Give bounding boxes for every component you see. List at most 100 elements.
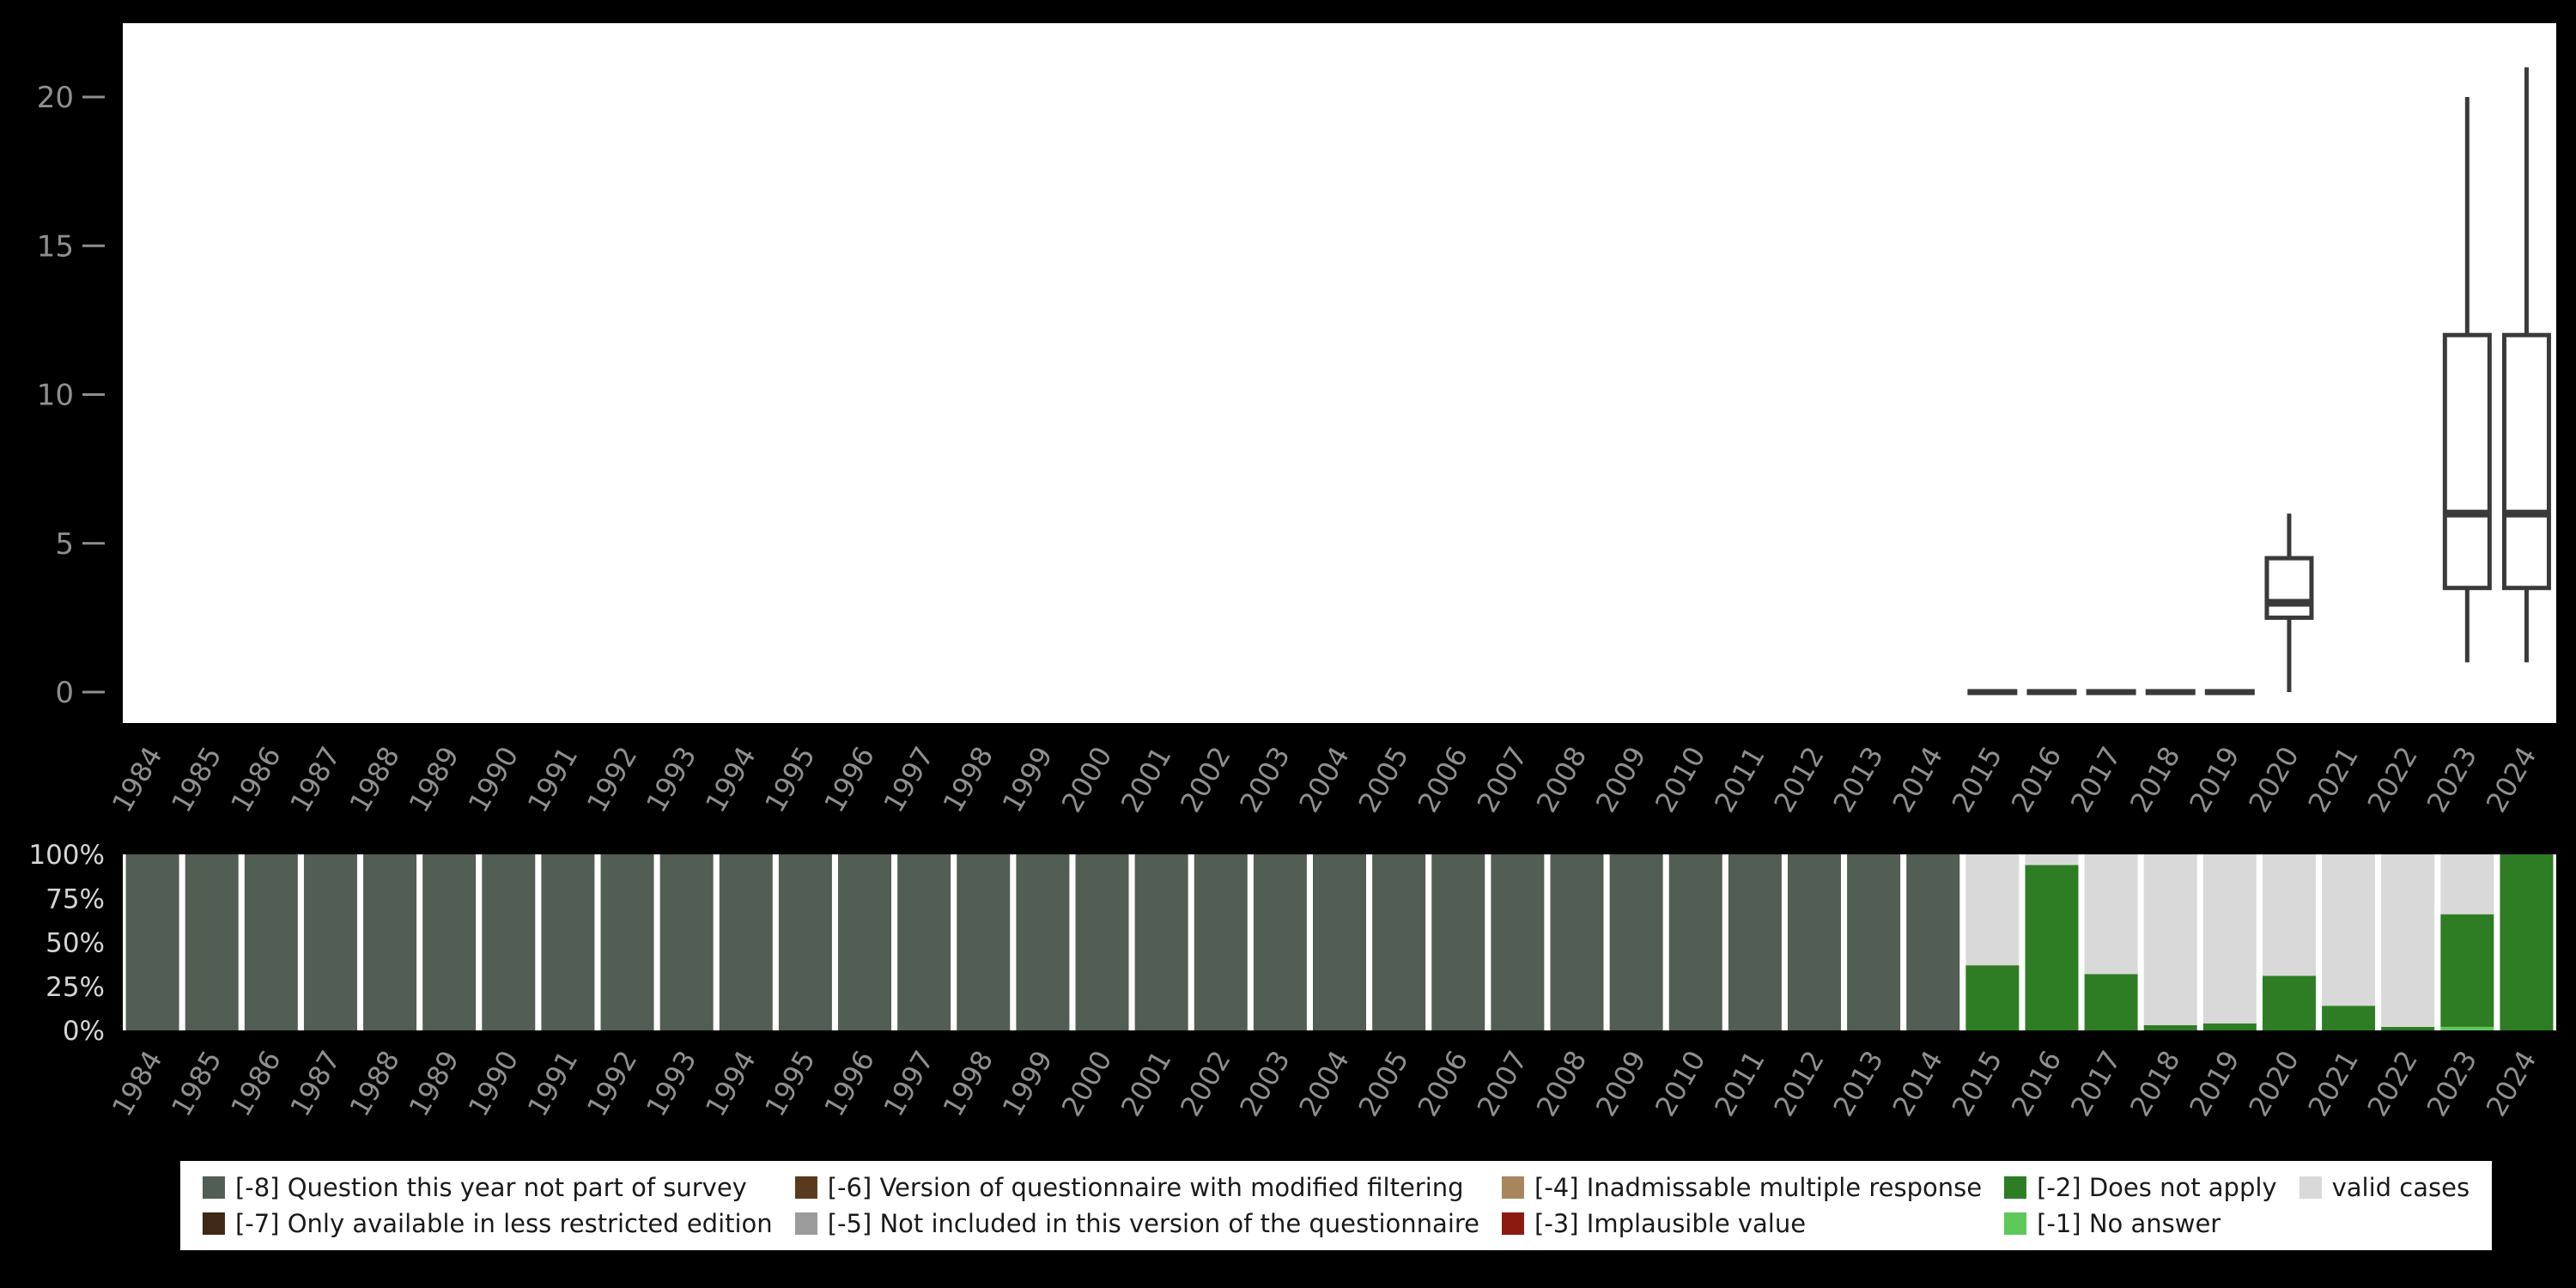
x-axis-year-label: 1997 [877, 1045, 940, 1122]
x-axis-year-label: 2015 [1946, 741, 2009, 818]
legend-item-label: [-8] Question this year not part of surv… [234, 1173, 747, 1202]
legend-color-swatch [1502, 1212, 1525, 1235]
bar-segment-2024--2 [2500, 854, 2554, 1030]
x-axis-year-label: 2014 [1886, 741, 1950, 818]
bar-segment-1990--8 [482, 854, 536, 1030]
x-axis-year-label: 2020 [2242, 741, 2306, 818]
legend-color-swatch [202, 1176, 225, 1199]
x-axis-year-label: 1988 [343, 1045, 406, 1122]
y-axis-tick-label: 5 [55, 527, 74, 562]
x-axis-year-label: 1985 [165, 1045, 228, 1122]
x-axis-year-label: 1992 [580, 741, 644, 818]
bar-segment-2022--2 [2381, 1026, 2435, 1030]
bar-segment-2007--8 [1491, 854, 1545, 1030]
x-axis-year-label: 1996 [817, 741, 881, 818]
legend-item: [-1] No answer [2004, 1209, 2277, 1238]
bar-segment-2023--2 [2440, 914, 2494, 1027]
bar-segment-2019-valid [2202, 854, 2257, 1024]
x-axis-year-label: 1994 [699, 741, 762, 818]
legend-item: valid cases [2299, 1173, 2470, 1202]
x-axis-year-label: 2020 [2242, 1045, 2306, 1122]
x-axis-year-label: 2023 [2421, 1045, 2484, 1122]
bar-segment-2014--8 [1906, 854, 1960, 1030]
legend-item-label: valid cases [2331, 1173, 2470, 1202]
bar-segment-1984--8 [125, 854, 179, 1030]
boxplot-box-2023 [2442, 332, 2492, 591]
bar-segment-2003--8 [1253, 854, 1307, 1030]
percent-tick-label: 25% [46, 972, 105, 1003]
x-axis-year-label: 2011 [1708, 1045, 1771, 1122]
x-axis-year-label: 1985 [165, 741, 228, 818]
bar-segment-2011--8 [1728, 854, 1782, 1030]
x-axis-year-label: 2019 [2183, 741, 2246, 818]
bar-segment-2001--8 [1134, 854, 1188, 1030]
bar-segment-1991--8 [541, 854, 595, 1030]
x-axis-year-label: 2002 [1174, 741, 1237, 818]
x-axis-year-label: 1998 [937, 1045, 1000, 1122]
x-axis-year-label: 2004 [1292, 1045, 1356, 1122]
x-axis-year-label: 1991 [521, 741, 585, 818]
bar-segment-1987--8 [303, 854, 357, 1030]
bar-segment-2018--2 [2143, 1024, 2197, 1030]
bar-segment-2015--2 [1965, 965, 2020, 1030]
x-axis-year-label: 2010 [1649, 741, 1712, 818]
legend-item-label: [-3] Implausible value [1534, 1209, 1807, 1238]
bar-segment-2022-valid [2381, 854, 2435, 1027]
x-axis-year-label: 2007 [1471, 1045, 1534, 1122]
bar-segment-1985--8 [185, 854, 239, 1030]
x-axis-year-label: 2016 [2005, 741, 2069, 818]
x-axis-year-label: 1993 [640, 1045, 703, 1122]
x-axis-year-label: 2021 [2301, 1045, 2365, 1122]
x-axis-year-label: 2018 [2123, 741, 2187, 818]
x-axis-year-label: 2014 [1886, 1045, 1950, 1122]
legend-item-label: [-1] No answer [2037, 1209, 2221, 1238]
bar-segment-1997--8 [897, 854, 951, 1030]
x-axis-year-label: 1990 [462, 741, 526, 818]
legend-item: [-6] Version of questionnaire with modif… [794, 1173, 1479, 1202]
bar-segment-1994--8 [719, 854, 773, 1030]
bar-segment-1999--8 [1016, 854, 1070, 1030]
legend-color-swatch [2004, 1212, 2027, 1235]
x-axis-year-label: 1995 [758, 1045, 822, 1122]
legend-color-swatch [2299, 1176, 2322, 1199]
x-axis-year-label: 1986 [224, 1045, 288, 1122]
x-axis-year-label: 2001 [1115, 741, 1178, 818]
bar-segment-2012--8 [1787, 854, 1841, 1030]
y-axis-tick-label: 0 [55, 676, 74, 710]
x-axis-year-label: 2003 [1233, 1045, 1297, 1122]
bar-segment-2016--2 [2025, 865, 2079, 1030]
x-axis-year-label: 1989 [402, 741, 465, 818]
boxplot-plot-area [123, 23, 2556, 723]
bar-segment-1986--8 [244, 854, 298, 1030]
legend-color-swatch [2004, 1176, 2027, 1199]
percent-tick-label: 75% [46, 884, 105, 914]
bar-segment-2013--8 [1847, 854, 1901, 1030]
bar-segment-2020-valid [2262, 854, 2316, 976]
bar-segment-2023--1 [2440, 1026, 2494, 1030]
x-axis-year-label: 1998 [937, 741, 1000, 818]
legend-item-label: [-5] Not included in this version of the… [827, 1209, 1480, 1238]
bar-segment-2002--8 [1194, 854, 1248, 1030]
bar-segment-2021-valid [2322, 854, 2376, 1006]
percent-tick-label: 50% [46, 928, 105, 959]
x-axis-year-label: 2005 [1352, 741, 1415, 818]
legend-item: [-3] Implausible value [1502, 1209, 1982, 1238]
bar-segment-2006--8 [1431, 854, 1485, 1030]
bar-segment-2004--8 [1313, 854, 1366, 1030]
x-axis-year-label: 1995 [758, 741, 822, 818]
x-axis-year-label: 1990 [462, 1045, 526, 1122]
legend-item: [-7] Only available in less restricted e… [202, 1209, 773, 1238]
legend-item-label: [-4] Inadmissable multiple response [1534, 1173, 1983, 1202]
x-axis-year-label: 2006 [1412, 1045, 1475, 1122]
legend-color-swatch [794, 1176, 817, 1199]
y-axis-tick-label: 20 [37, 81, 74, 115]
legend-item-label: [-6] Version of questionnaire with modif… [827, 1173, 1464, 1202]
bar-segment-1995--8 [778, 854, 832, 1030]
legend: [-8] Question this year not part of surv… [179, 1161, 2493, 1250]
x-axis-year-label: 2018 [2123, 1045, 2187, 1122]
y-axis-tick-label: 10 [37, 379, 74, 413]
y-axis-tick-label: 15 [37, 229, 74, 264]
boxplot-box-2024 [2501, 332, 2551, 591]
x-axis-year-label: 2013 [1826, 1045, 1890, 1122]
